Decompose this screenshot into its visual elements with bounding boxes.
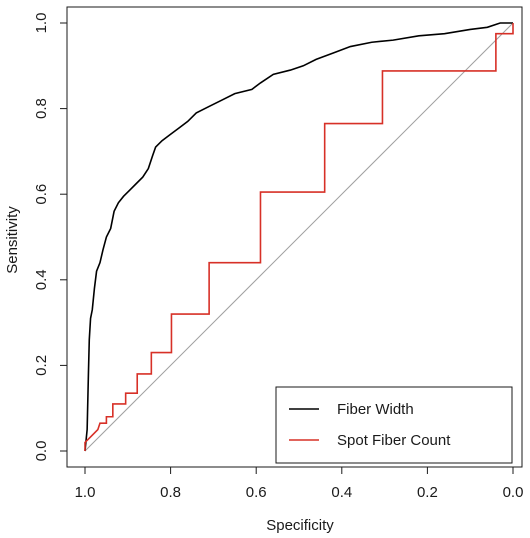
plot-area [84,22,514,452]
x-tick-label: 0.2 [417,484,438,501]
legend-label: Fiber Width [337,401,414,418]
y-tick-label: 0.0 [33,441,50,462]
y-tick-label: 0.4 [33,269,50,290]
plot-frame [66,6,523,468]
y-tick-label: 0.2 [33,355,50,376]
axes: 1.0 0.8 0.6 0.4 0.2 0.0 0.0 0.2 0.4 0.6 0.8 1.0 [33,6,524,501]
legend-label: Spot Fiber Count [337,432,451,449]
series-line-1 [84,23,514,451]
x-tick-label: 1.0 [75,484,96,501]
x-tick-label: 0.4 [331,484,352,501]
legend-box [275,386,513,464]
x-tick-label: 0.0 [503,484,524,501]
y-tick-label: 1.0 [33,13,50,34]
series-line-0 [84,22,513,452]
y-tick-label: 0.8 [33,98,50,119]
y-axis-title: Sensitivity [4,206,21,274]
x-tick-label: 0.6 [246,484,267,501]
legend: Fiber Width Spot Fiber Count [275,386,513,464]
x-axis-title: Specificity [266,517,334,534]
reference-line [84,22,514,452]
y-tick-label: 0.6 [33,184,50,205]
x-tick-label: 0.8 [160,484,181,501]
